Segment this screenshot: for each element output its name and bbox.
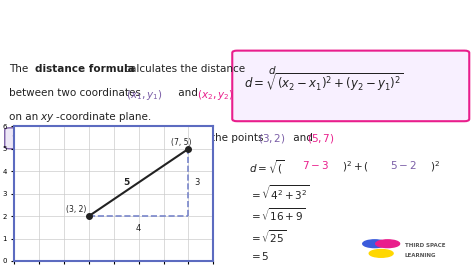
Text: The: The [9,64,32,74]
Text: and: and [290,133,316,143]
Text: $(x_2, y_2)$: $(x_2, y_2)$ [197,88,233,102]
FancyBboxPatch shape [232,51,469,121]
Text: distance formula: distance formula [35,64,135,74]
Text: (3, 2): (3, 2) [66,205,87,214]
Text: $(5, 7)$: $(5, 7)$ [307,132,335,145]
Text: and: and [175,88,201,98]
Text: -coordinate plane.: -coordinate plane. [56,112,151,122]
Text: $d = \sqrt{(}$: $d = \sqrt{(}$ [249,159,284,176]
FancyBboxPatch shape [5,128,69,149]
Text: 4: 4 [136,224,141,233]
Text: $= 5$: $= 5$ [249,250,269,262]
Text: 3: 3 [195,178,200,187]
Circle shape [369,250,393,257]
Text: $xy$: $xy$ [40,112,55,124]
Text: $d$: $d$ [268,64,276,76]
Text: $d = \sqrt{(x_2 - x_1)^2 + (y_2 - y_1)^2}$: $d = \sqrt{(x_2 - x_1)^2 + (y_2 - y_1)^2… [244,72,404,94]
Text: between two coordinates: between two coordinates [9,88,145,98]
Circle shape [363,240,387,247]
Text: ✎ Example: ✎ Example [12,134,59,143]
Text: $)^2 + ($: $)^2 + ($ [342,159,369,174]
Text: THIRD SPACE: THIRD SPACE [405,243,445,248]
Text: $= \sqrt{4^2 + 3^2}$: $= \sqrt{4^2 + 3^2}$ [249,184,310,202]
Text: 5: 5 [123,178,129,187]
Text: $7 - 3$: $7 - 3$ [302,159,329,171]
Text: Find the distance between the points: Find the distance between the points [70,133,267,143]
Text: (7, 5): (7, 5) [171,138,191,147]
Text: $= \sqrt{25}$: $= \sqrt{25}$ [249,228,286,245]
Text: $5 - 2$: $5 - 2$ [390,159,417,171]
Text: on an: on an [9,112,42,122]
Circle shape [376,240,400,247]
Text: LEARNING: LEARNING [405,253,436,257]
Text: Distance Formula: Distance Formula [9,17,201,36]
Text: $)^2$: $)^2$ [430,159,440,174]
Text: $= \sqrt{16 + 9}$: $= \sqrt{16 + 9}$ [249,206,305,223]
Text: $(3, 2)$: $(3, 2)$ [258,132,286,145]
Text: $(x_1, y_1)$: $(x_1, y_1)$ [126,88,162,102]
Text: calculates the distance: calculates the distance [121,64,248,74]
